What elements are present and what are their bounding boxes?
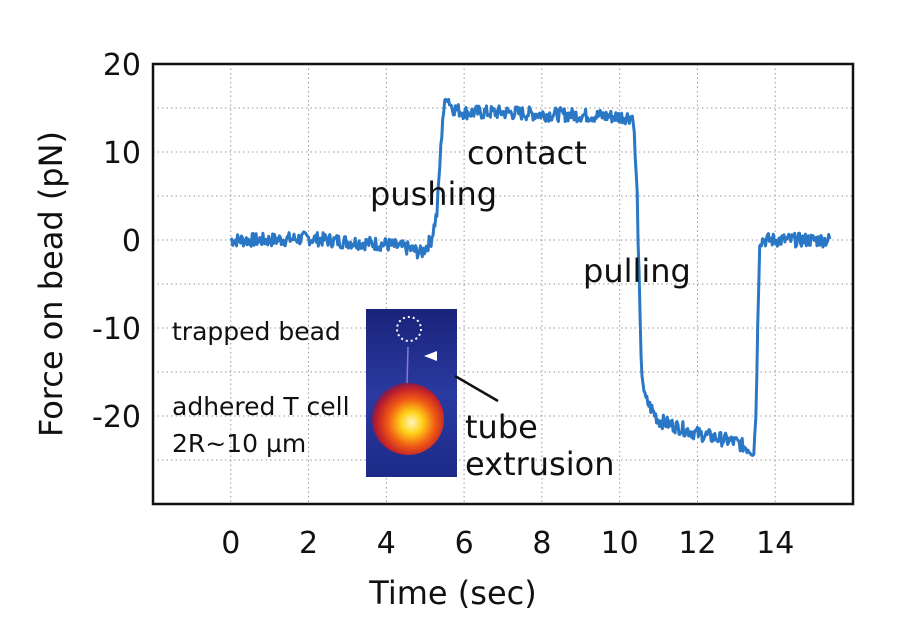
y-axis-ticks: 20 10 0 -10 -20 xyxy=(92,48,141,435)
y-tick-label: -10 xyxy=(92,312,141,347)
label-tube: tube xyxy=(465,408,538,446)
x-tick-label: 2 xyxy=(299,526,318,561)
x-tick-label: 8 xyxy=(532,526,551,561)
y-tick-label: 10 xyxy=(103,136,141,171)
grid xyxy=(153,64,853,504)
y-tick-label: 20 xyxy=(103,48,141,83)
x-tick-label: 6 xyxy=(455,526,474,561)
label-adhered-cell: adhered T cell xyxy=(172,392,350,421)
annotation-contact: contact xyxy=(467,134,587,172)
label-extrusion: extrusion xyxy=(465,445,614,483)
tube-arrowhead xyxy=(424,351,437,361)
label-trapped-bead: trapped bead xyxy=(172,317,341,346)
annotation-pushing: pushing xyxy=(370,175,497,213)
x-axis-title: Time (sec) xyxy=(368,574,536,612)
cell-micrograph-inset xyxy=(366,309,457,477)
tube-pointer-line xyxy=(454,374,499,403)
x-tick-label: 0 xyxy=(221,526,240,561)
y-axis-title: Force on bead (pN) xyxy=(32,131,70,437)
y-tick-label: -20 xyxy=(92,400,141,435)
plot-frame xyxy=(151,62,855,506)
adhered-cell xyxy=(372,383,444,455)
x-axis-ticks: 0 2 4 6 8 10 12 14 xyxy=(221,526,794,561)
x-tick-label: 12 xyxy=(678,526,716,561)
x-tick-label: 14 xyxy=(756,526,794,561)
label-cell-radius: 2R~10 µm xyxy=(172,429,306,458)
force-trace xyxy=(229,97,832,457)
y-tick-label: 0 xyxy=(122,224,141,259)
x-tick-label: 4 xyxy=(377,526,396,561)
trapped-bead-marker xyxy=(396,316,422,342)
x-tick-label: 10 xyxy=(601,526,639,561)
annotation-pulling: pulling xyxy=(583,252,691,290)
